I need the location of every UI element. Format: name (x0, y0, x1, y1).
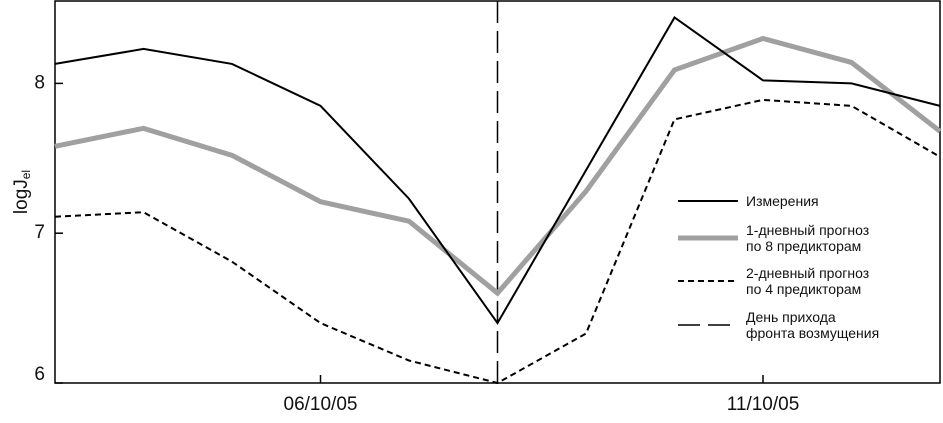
y-label-sub: el (19, 170, 33, 179)
y-tick-label: 8 (34, 72, 45, 93)
legend-label: Измерения (746, 193, 819, 209)
y-tick-label: 6 (34, 364, 45, 385)
x-tick-label: 11/10/05 (727, 394, 800, 415)
y-tick-label: 7 (34, 222, 45, 243)
legend-label: День прихода фронта возмущения (746, 309, 880, 341)
series-line (54, 16, 941, 325)
y-label-main: logJ (11, 179, 32, 214)
series-line (54, 98, 941, 385)
x-tick-label: 06/10/05 (284, 394, 358, 415)
series-line (54, 35, 942, 297)
y-axis-label: logJel (11, 170, 33, 214)
legend-label: 2-дневный прогноз по 4 предикторам (746, 265, 870, 297)
legend-label: 1-дневный прогноз по 8 предикторам (746, 222, 870, 254)
